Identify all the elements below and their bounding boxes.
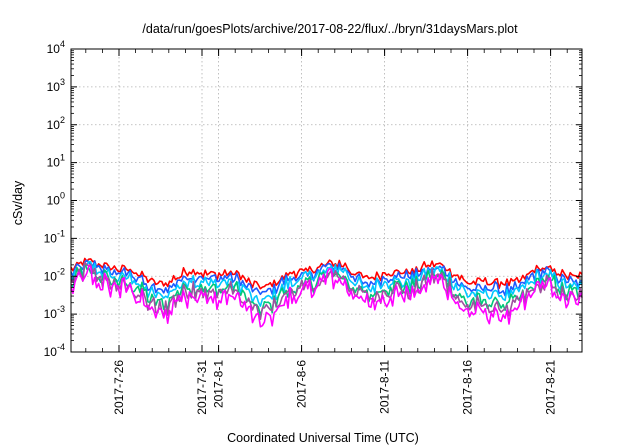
x-tick-label: 2017-7-26: [112, 360, 126, 415]
x-axis-label: Coordinated Universal Time (UTC): [227, 431, 419, 445]
y-tick-label: 10-4: [44, 342, 65, 359]
x-tick-label: 2017-8-16: [461, 360, 475, 415]
x-tick-label: 2017-7-31: [195, 360, 209, 415]
x-tick-label: 2017-8-11: [378, 360, 392, 414]
y-tick-label: 101: [47, 153, 65, 170]
x-tick-label: 2017-8-21: [544, 360, 558, 415]
y-tick-label: 104: [47, 39, 65, 56]
y-tick-label: 103: [47, 77, 65, 94]
y-tick-label: 10-1: [44, 228, 65, 245]
y-axis-label: cSv/day: [11, 180, 25, 225]
chart-title: /data/run/goesPlots/archive/2017-08-22/f…: [142, 22, 518, 36]
y-axis: 104 103 102 101 100 10-1 10-2 10-3 10-4: [44, 39, 582, 359]
x-tick-label: 2017-8-6: [295, 360, 309, 408]
y-tick-label: 100: [47, 191, 65, 208]
series-line: [70, 265, 583, 328]
y-tick-label: 102: [47, 115, 65, 132]
x-axis: 2017-7-26 2017-7-31 2017-8-1 2017-8-6 2017-8…: [85, 49, 568, 415]
y-tick-label: 10-3: [44, 304, 65, 321]
series-line: [70, 260, 583, 308]
y-tick-label: 10-2: [44, 266, 65, 283]
series-line: [70, 259, 583, 297]
series-group: [70, 257, 583, 328]
x-tick-label: 2017-8-1: [212, 360, 226, 408]
